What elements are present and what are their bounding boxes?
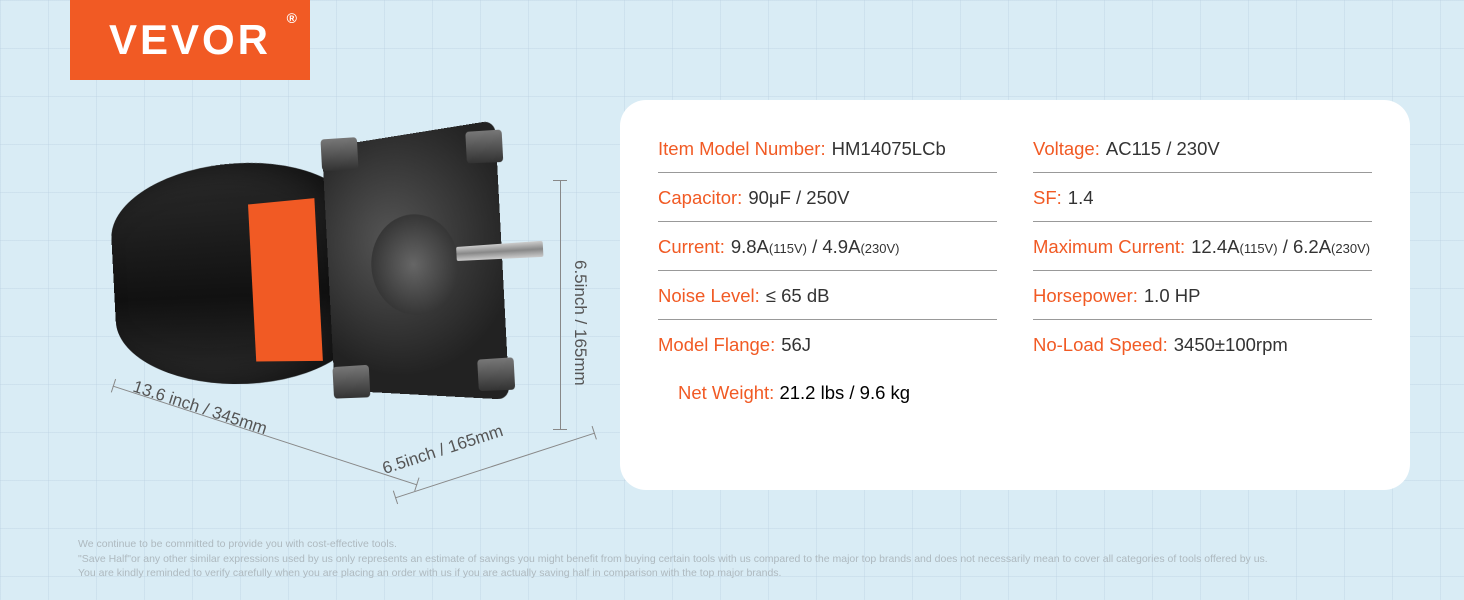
spec-value: 9.8A(115V) / 4.9A(230V) [731,236,900,258]
spec-label: Net Weight: [678,382,774,403]
spec-label: Voltage: [1033,138,1100,160]
spec-value: HM14075LCb [832,138,946,160]
spec-value: 12.4A(115V) / 6.2A(230V) [1191,236,1370,258]
dim-line-height [560,180,561,430]
spec-label: No-Load Speed: [1033,334,1168,356]
spec-flange: Model Flange: 56J [658,320,997,368]
disclaimer-line: "Save Half"or any other similar expressi… [78,552,1386,566]
flange-hub [369,210,461,315]
product-illustration: 13.6 inch / 345mm 6.5inch / 165mm 6.5inc… [70,130,610,490]
spec-value: 1.0 HP [1144,285,1201,307]
spec-sf: SF: 1.4 [1033,173,1372,222]
spec-capacitor: Capacitor: 90μF / 250V [658,173,997,222]
spec-label: Current: [658,236,725,258]
spec-label: Noise Level: [658,285,760,307]
spec-label: Horsepower: [1033,285,1138,307]
mount-tab [320,137,358,171]
spec-grid: Item Model Number: HM14075LCb Voltage: A… [658,124,1372,368]
spec-current: Current: 9.8A(115V) / 4.9A(230V) [658,222,997,271]
mount-tab [477,357,515,391]
mount-tab [332,365,370,399]
spec-max-current: Maximum Current: 12.4A(115V) / 6.2A(230V… [1033,222,1372,271]
spec-noise: Noise Level: ≤ 65 dB [658,271,997,320]
spec-label: Maximum Current: [1033,236,1185,258]
spec-voltage: Voltage: AC115 / 230V [1033,124,1372,173]
motor-shaft [456,241,543,261]
mount-tab [465,130,503,164]
brand-logo: VEVOR [70,0,310,80]
spec-value: 56J [781,334,811,356]
disclaimer: We continue to be committed to provide y… [78,537,1386,580]
spec-panel: Item Model Number: HM14075LCb Voltage: A… [620,100,1410,490]
disclaimer-line: You are kindly reminded to verify carefu… [78,566,1386,580]
spec-value: ≤ 65 dB [766,285,830,307]
spec-label: Model Flange: [658,334,775,356]
spec-label: Item Model Number: [658,138,826,160]
spec-label: Capacitor: [658,187,742,209]
dimension-height: 6.5inch / 165mm [570,260,590,386]
spec-net-weight: Net Weight: 21.2 lbs / 9.6 kg [658,368,1372,404]
motor-label-sticker [248,198,323,361]
spec-value: 1.4 [1068,187,1094,209]
spec-value: 90μF / 250V [748,187,849,209]
spec-value: AC115 / 230V [1106,138,1220,160]
spec-item-model: Item Model Number: HM14075LCb [658,124,997,173]
disclaimer-line: We continue to be committed to provide y… [78,537,1386,551]
spec-no-load-speed: No-Load Speed: 3450±100rpm [1033,320,1372,368]
spec-value: 21.2 lbs / 9.6 kg [779,382,910,403]
spec-label: SF: [1033,187,1062,209]
spec-value: 3450±100rpm [1174,334,1288,356]
spec-horsepower: Horsepower: 1.0 HP [1033,271,1372,320]
